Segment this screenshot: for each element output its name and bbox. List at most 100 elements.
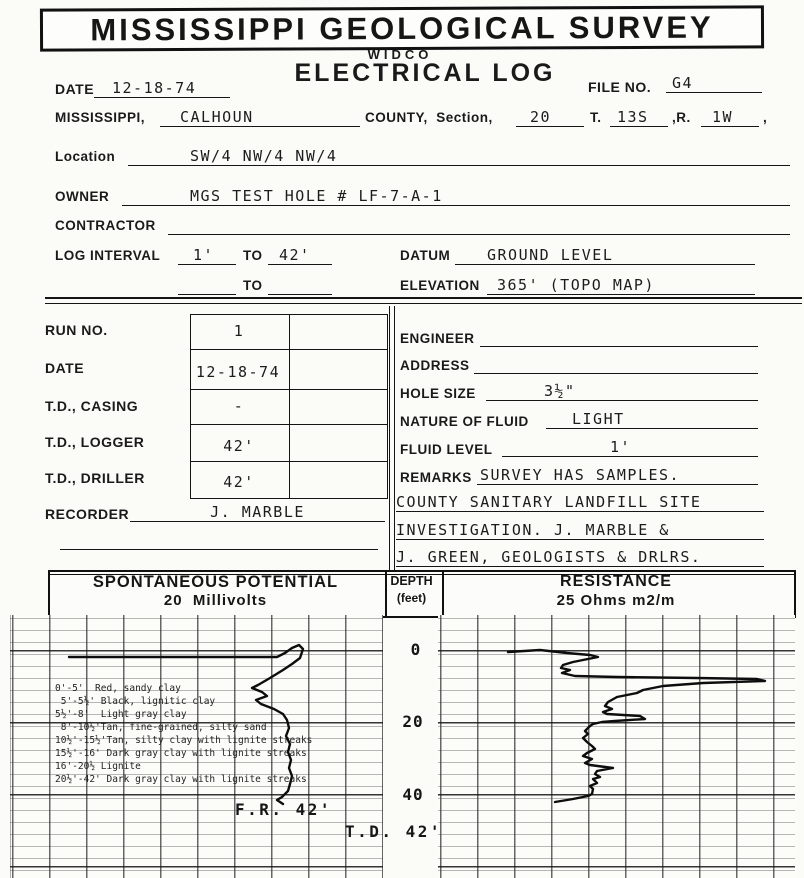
recorder-label: RECORDER [45, 506, 130, 522]
remarks-label: REMARKS [400, 470, 472, 485]
td-driller-value: 42' [223, 473, 255, 491]
address-label: ADDRESS [400, 358, 470, 373]
fluid-nature-label: NATURE OF FLUID [400, 414, 529, 429]
lithology-line: 10½'-15½'Tan, silty clay with lignite st… [55, 735, 313, 746]
file-no-label: FILE NO. [588, 79, 652, 95]
lithology-line: 16'-20½ Lignite [55, 761, 141, 772]
depth-tick-20: 20 [402, 712, 424, 731]
sp-scale: 20 Millivolts [163, 592, 268, 609]
resistance-title: RESISTANCE [560, 573, 672, 590]
interval-from-field-2 [178, 272, 236, 295]
td-casing-value: - [233, 397, 245, 415]
run-table [190, 314, 388, 499]
remarks-line4-field: J. GREEN, GEOLOGISTS & DRLRS. [396, 545, 764, 567]
remarks-value: SURVEY HAS SAMPLES. [480, 466, 681, 484]
lithology-line: 8'-10½'Tan, fine-grained, silty sand [55, 722, 267, 733]
township-value: 13S [617, 108, 649, 126]
hole-size-value: 3½" [544, 382, 576, 400]
recorder-value: J. MARBLE [210, 503, 305, 521]
blank-line-field [60, 530, 378, 550]
fluid-nature-field: LIGHT [546, 406, 758, 429]
sp-title: SPONTANEOUS POTENTIAL [92, 573, 339, 591]
fluid-level-label: FLUID LEVEL [400, 442, 493, 457]
log-type-title: ELECTRICAL LOG [294, 59, 556, 87]
chart-header [48, 570, 796, 618]
first-reading-label: F.R. 42' [235, 800, 333, 819]
fluid-level-value: 1' [610, 438, 632, 456]
run-date-value: 12-18-74 [195, 363, 281, 381]
owner-value: MGS TEST HOLE # LF-7-A-1 [190, 187, 443, 205]
engineer-field [480, 325, 758, 347]
resistance-track-grid [438, 615, 795, 878]
fluid-nature-value: LIGHT [572, 410, 625, 428]
engineer-label: ENGINEER [400, 331, 475, 346]
depth-tick-0: 0 [410, 640, 422, 659]
elevation-field: 365' (TOPO MAP) [487, 272, 755, 295]
depth-unit: (feet) [396, 591, 427, 605]
date-label: DATE [55, 81, 95, 97]
county-value: CALHOUN [180, 108, 254, 126]
run-no-label: RUN NO. [45, 322, 108, 338]
file-no-value: G4 [672, 74, 694, 92]
chart-header-double-line [50, 574, 794, 575]
total-depth-label: T.D. 42' [345, 822, 443, 841]
lithology-notes: 0'-5' Red, sandy clay 5'-5½' Black, lign… [55, 682, 312, 786]
date-value: 12-18-74 [112, 79, 197, 97]
lithology-line: 0'-5' Red, sandy clay [55, 683, 181, 694]
county-section-label: COUNTY, Section, [365, 110, 493, 125]
datum-field: GROUND LEVEL [455, 242, 755, 265]
location-label: Location [55, 149, 116, 164]
state-label: MISSISSIPPI, [55, 110, 146, 125]
township-label: T. [590, 110, 602, 125]
interval-from-field: 1' [178, 242, 236, 265]
td-logger-label: T.D., LOGGER [45, 434, 145, 450]
page-title: MISSISSIPPI GEOLOGICAL SURVEY [90, 9, 714, 47]
chart-header-divider-1 [385, 572, 387, 616]
address-field [474, 352, 758, 374]
lithology-line: 5½'-8' Light gray clay [55, 709, 187, 720]
fluid-level-field: 1' [502, 434, 758, 457]
interval-to-label: TO [243, 248, 263, 263]
location-value: SW/4 NW/4 NW/4 [190, 147, 338, 165]
remarks-field: SURVEY HAS SAMPLES. [477, 462, 758, 485]
run-date-label: DATE [45, 360, 85, 376]
hole-size-field: 3½" [486, 378, 758, 401]
lithology-line: 20½'-42' Dark gray clay with lignite str… [55, 774, 307, 785]
td-driller-label: T.D., DRILLER [45, 470, 145, 486]
log-interval-label: LOG INTERVAL [55, 248, 161, 263]
lithology-line: 5'-5½' Black, lignitic clay [55, 696, 216, 707]
range-value: 1W [712, 108, 734, 126]
remarks-line3: INVESTIGATION. J. MARBLE & [396, 521, 670, 539]
section-field: 20 [516, 104, 584, 127]
contractor-field [168, 212, 790, 235]
township-field: 13S [610, 104, 668, 127]
td-logger-value: 42' [223, 437, 255, 455]
vertical-section-divider [389, 306, 395, 570]
remarks-line2-field: COUNTY SANITARY LANDFILL SITE [396, 490, 764, 512]
company-name: WIDCO [367, 47, 433, 62]
recorder-field: J. MARBLE [130, 499, 385, 522]
section-divider-rule [45, 297, 802, 304]
interval-to-value: 42' [279, 246, 311, 264]
remarks-line4: J. GREEN, GEOLOGISTS & DRLRS. [396, 548, 702, 566]
range-label: ,R. [672, 110, 691, 125]
run-no-value: 1 [233, 322, 245, 340]
remarks-line3-field: INVESTIGATION. J. MARBLE & [396, 518, 764, 540]
td-casing-label: T.D., CASING [45, 398, 139, 414]
county-field: CALHOUN [160, 104, 360, 127]
owner-field: MGS TEST HOLE # LF-7-A-1 [122, 183, 790, 206]
title-box: MISSISSIPPI GEOLOGICAL SURVEY [39, 5, 765, 52]
interval-to-field-2 [268, 272, 332, 295]
hole-size-label: HOLE SIZE [400, 386, 476, 401]
datum-value: GROUND LEVEL [487, 246, 614, 264]
interval-to-label-2: TO [243, 278, 263, 293]
range-field: 1W [701, 104, 759, 127]
file-no-field: G4 [666, 69, 762, 93]
location-field: SW/4 NW/4 NW/4 [128, 143, 790, 166]
contractor-label: CONTRACTOR [55, 218, 156, 233]
chart-header-divider-2 [442, 572, 444, 616]
elevation-label: ELEVATION [400, 278, 480, 293]
depth-tick-40: 40 [402, 785, 424, 804]
resistance-scale: 25 Ohms m2/m [556, 592, 676, 609]
